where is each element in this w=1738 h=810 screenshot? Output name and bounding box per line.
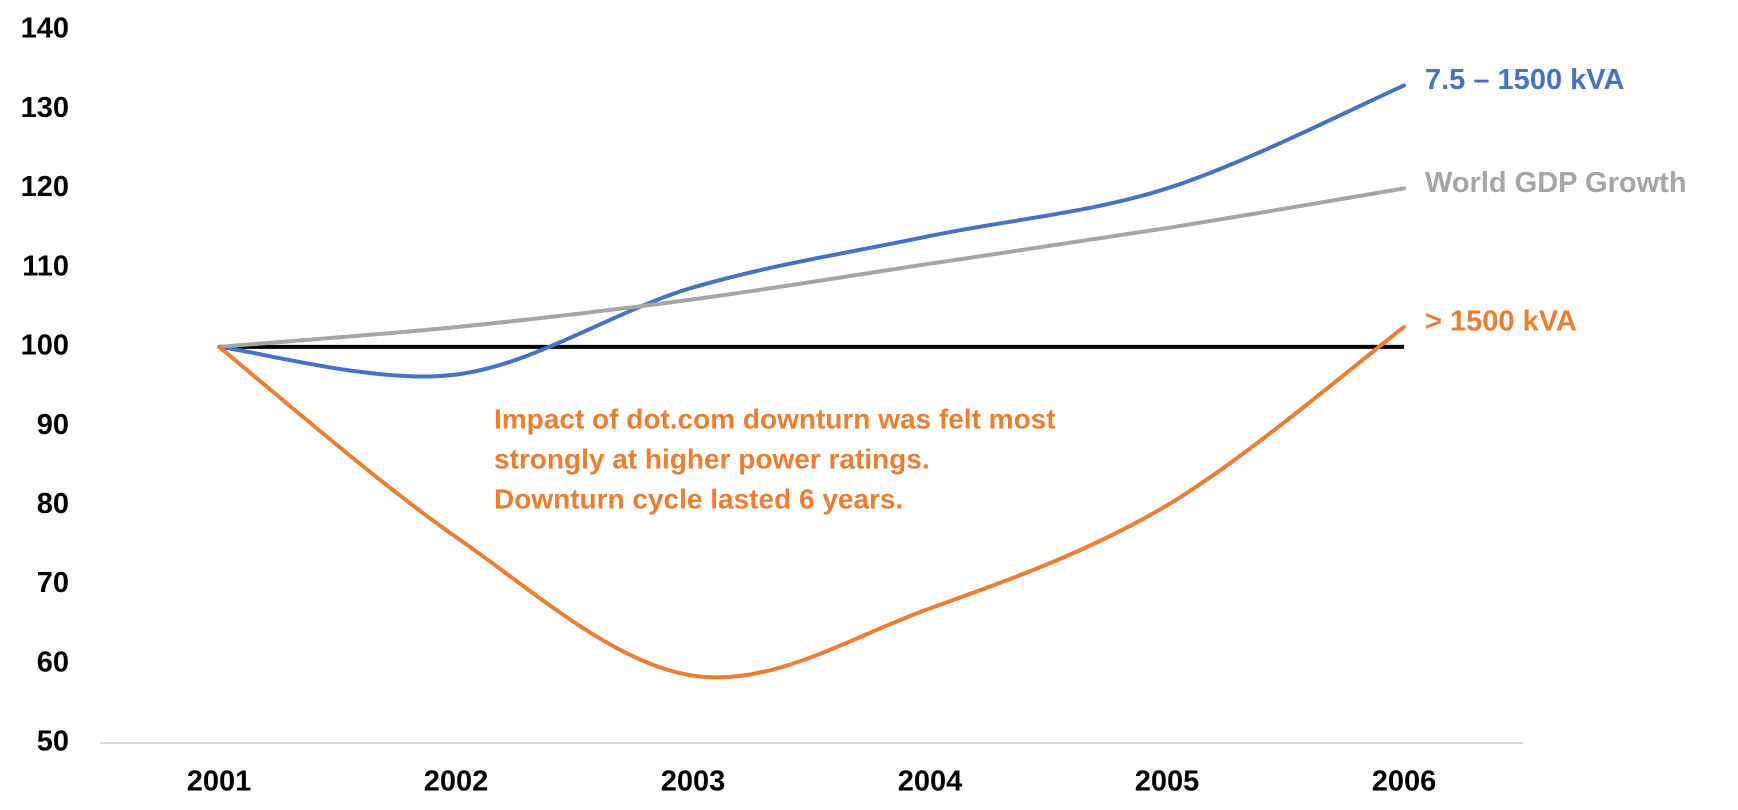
x-tick-label: 2001 bbox=[187, 766, 252, 798]
series-label: 7.5 – 1500 kVA bbox=[1425, 64, 1624, 96]
annotation: Downturn cycle lasted 6 years. bbox=[494, 483, 903, 514]
y-tick-label: 100 bbox=[21, 330, 69, 362]
series-line bbox=[217, 83, 1406, 379]
y-tick-label: 110 bbox=[22, 250, 69, 282]
x-tick-label: 2004 bbox=[898, 766, 963, 798]
series-line bbox=[217, 186, 1406, 349]
y-tick-label: 70 bbox=[37, 567, 69, 599]
y-tick-label: 90 bbox=[37, 409, 69, 441]
series-label: > 1500 kVA bbox=[1425, 306, 1577, 338]
x-tick-label: 2003 bbox=[661, 766, 726, 798]
y-tick-label: 60 bbox=[37, 646, 69, 678]
y-tick-label: 80 bbox=[37, 488, 69, 520]
series-label: World GDP Growth bbox=[1425, 167, 1687, 199]
x-tick-label: 2002 bbox=[424, 766, 489, 798]
annotation: Impact of dot.com downturn was felt most bbox=[494, 403, 1056, 434]
series-line bbox=[217, 325, 1406, 680]
y-tick-label: 130 bbox=[21, 92, 69, 124]
x-tick-label: 2005 bbox=[1135, 766, 1200, 798]
y-tick-label: 50 bbox=[37, 726, 69, 758]
y-tick-label: 120 bbox=[21, 171, 69, 203]
annotation: strongly at higher power ratings. bbox=[494, 443, 930, 474]
y-tick-label: 140 bbox=[21, 13, 69, 45]
x-tick-label: 2006 bbox=[1372, 766, 1437, 798]
